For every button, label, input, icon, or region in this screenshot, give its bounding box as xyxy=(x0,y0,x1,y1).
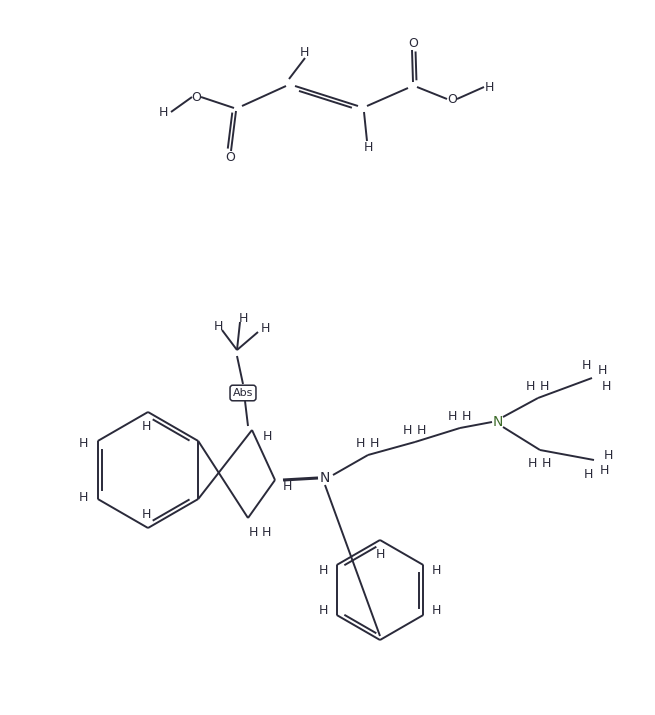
Text: H: H xyxy=(319,603,328,616)
Text: O: O xyxy=(447,92,457,106)
Text: H: H xyxy=(432,563,441,576)
Text: H: H xyxy=(525,380,534,393)
Text: H: H xyxy=(417,423,426,436)
Text: H: H xyxy=(261,526,271,538)
Text: H: H xyxy=(603,448,612,461)
Text: H: H xyxy=(238,312,248,325)
Text: H: H xyxy=(461,410,471,423)
Text: H: H xyxy=(447,410,457,423)
Text: O: O xyxy=(191,91,201,104)
Text: H: H xyxy=(262,430,272,443)
Text: H: H xyxy=(375,548,384,561)
Text: N: N xyxy=(320,471,330,485)
Text: H: H xyxy=(599,463,608,476)
Text: H: H xyxy=(402,423,412,436)
Text: H: H xyxy=(527,456,536,470)
Text: O: O xyxy=(225,150,235,164)
Text: H: H xyxy=(369,436,379,450)
Text: H: H xyxy=(79,436,88,450)
Text: H: H xyxy=(355,436,365,450)
Text: H: H xyxy=(214,320,223,332)
Text: O: O xyxy=(408,36,418,49)
Text: H: H xyxy=(141,508,151,521)
Text: H: H xyxy=(159,106,168,119)
Text: H: H xyxy=(299,46,309,59)
Text: H: H xyxy=(248,526,257,538)
Text: H: H xyxy=(541,456,551,470)
Text: H: H xyxy=(282,480,291,493)
Text: N: N xyxy=(493,415,503,429)
Text: H: H xyxy=(141,420,151,433)
Text: H: H xyxy=(597,363,607,377)
Text: H: H xyxy=(539,380,549,393)
Text: H: H xyxy=(484,81,494,94)
Text: H: H xyxy=(364,141,373,154)
Text: H: H xyxy=(432,603,441,616)
Text: H: H xyxy=(79,490,88,503)
Text: H: H xyxy=(260,322,270,335)
Text: H: H xyxy=(581,358,591,372)
Text: H: H xyxy=(584,468,593,480)
Text: Abs: Abs xyxy=(233,388,253,398)
Text: H: H xyxy=(601,380,610,393)
Text: H: H xyxy=(319,563,328,576)
